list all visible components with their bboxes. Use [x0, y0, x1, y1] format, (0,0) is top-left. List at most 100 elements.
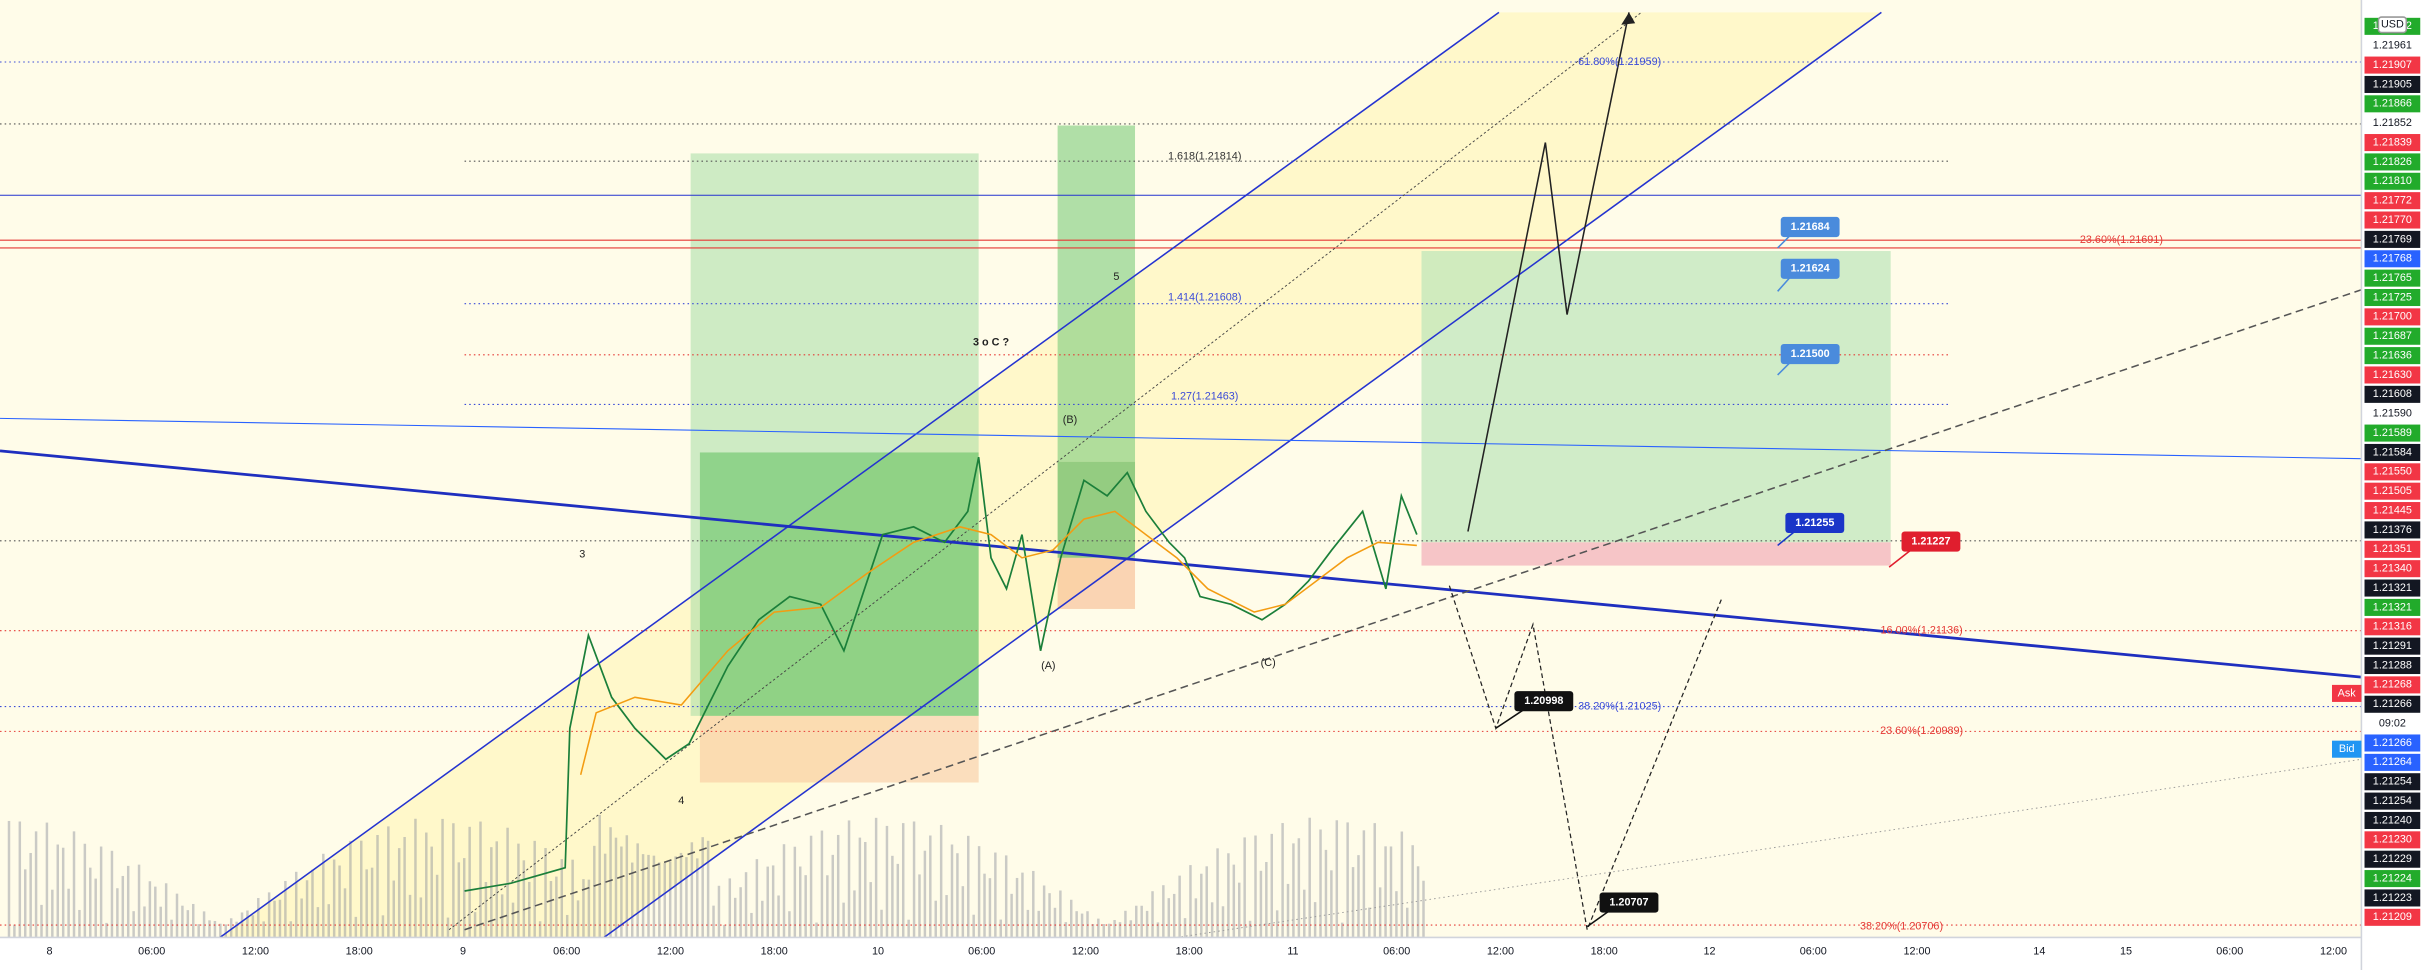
volume-bar [1135, 905, 1138, 938]
volume-bar [880, 909, 883, 938]
volume-bar [1053, 907, 1057, 938]
trendline [0, 417, 2362, 460]
volume-bar [89, 867, 92, 938]
volume-bar [804, 875, 807, 938]
volume-bar [1324, 849, 1328, 938]
volume-bar [831, 854, 835, 938]
fib-label: 16.00%(1.21136) [1881, 625, 1963, 637]
price-line [464, 456, 1418, 892]
target-zone [1421, 251, 1891, 543]
volume-bar [528, 881, 531, 938]
volume-bar [625, 835, 629, 938]
channel-fill [219, 12, 1882, 938]
volume-bar [257, 898, 260, 938]
volume-bar [1232, 864, 1236, 938]
volume-bar [1004, 855, 1008, 938]
stop-zone [1421, 542, 1891, 566]
volume-bar [462, 858, 466, 938]
wave-label: 4 [678, 795, 684, 807]
zone [699, 715, 979, 783]
volume-bar [815, 922, 818, 938]
volume-bar [912, 821, 916, 938]
volume-bar [788, 911, 791, 938]
volume-bar [1297, 838, 1301, 938]
volume-bar [1015, 877, 1019, 938]
volume-bar [387, 826, 390, 938]
time-label: 18:00 [1176, 945, 1203, 957]
price-label-bg [2364, 908, 2421, 926]
price-label: 1.21223 [2373, 892, 2412, 904]
price-label-bg [2364, 715, 2421, 733]
volume-bar [560, 859, 564, 938]
price-label: 1.21765 [2373, 272, 2412, 284]
volume-bar [13, 924, 16, 938]
time-label: 15 [2120, 945, 2132, 957]
badge-bg [1514, 691, 1574, 712]
volume-bar [414, 818, 417, 938]
price-label: 1.21550 [2373, 466, 2412, 478]
time-label: 06:00 [1800, 945, 1827, 957]
wave-label: (B) [1063, 414, 1077, 426]
price-label-bg [2364, 347, 2421, 365]
price-label-bg [2364, 540, 2421, 558]
volume-bar [370, 867, 374, 938]
projection-arrow [1467, 12, 1630, 532]
badge: 1.20707 [1609, 896, 1648, 908]
volume-bar [918, 874, 921, 938]
price-label: 1.21351 [2373, 543, 2412, 555]
price-label: 1.21687 [2373, 330, 2412, 342]
wave-label: 5 [1113, 271, 1119, 283]
volume-bar [490, 847, 493, 938]
volume-bar [728, 878, 732, 938]
volume-bar [446, 917, 450, 938]
volume-bar [316, 907, 320, 938]
volume-bar [1357, 855, 1360, 938]
volume-bar [777, 895, 780, 938]
price-label-bg [2364, 753, 2421, 771]
price-label: 1.21445 [2373, 504, 2412, 516]
volume-bar [1107, 923, 1111, 938]
time-label: 12 [1703, 945, 1715, 957]
volume-bar [836, 834, 840, 938]
volume-bar [83, 843, 87, 938]
volume-bar [1340, 922, 1344, 938]
volume-bar [213, 920, 217, 938]
bid-tag: Bid [2339, 743, 2355, 755]
price-label: 1.21230 [2373, 834, 2412, 846]
channel-line [219, 11, 1500, 939]
time-label: 9 [460, 945, 466, 957]
price-label: 1.21321 [2373, 601, 2412, 613]
volume-bar [354, 916, 358, 938]
price-label: 1.21254 [2373, 795, 2412, 807]
badge-pointer [1586, 910, 1610, 928]
volume-bar [1021, 872, 1024, 938]
volume-bar [186, 910, 190, 938]
price-label: 1.21229 [2373, 853, 2412, 865]
volume-bar [761, 900, 764, 938]
volume-bar [826, 875, 829, 938]
price-label-bg [2364, 75, 2421, 93]
price-label-bg [2364, 734, 2421, 752]
volume-bar [1113, 920, 1116, 938]
price-label: 1.21254 [2373, 776, 2412, 788]
bid-bg [2331, 740, 2362, 758]
volume-bar [1275, 910, 1279, 938]
volume-bar [1330, 870, 1333, 938]
badge: 1.20998 [1524, 695, 1563, 707]
volume-bar [78, 909, 81, 938]
price-label: 1.21584 [2373, 446, 2412, 458]
badge: 1.21684 [1791, 221, 1830, 233]
badge-pointer [1888, 549, 1912, 568]
price-label-bg [2364, 676, 2421, 694]
price-label-bg [2364, 269, 2421, 287]
volume-bar [94, 878, 97, 938]
volume-bar [1172, 893, 1176, 938]
volume-bar [733, 897, 737, 938]
volume-bar [1270, 833, 1273, 938]
volume-bar [511, 902, 515, 938]
volume-bar [202, 911, 206, 938]
price-label-bg [2364, 637, 2421, 655]
price-label-bg [2364, 521, 2421, 539]
price-label: 1.21291 [2373, 640, 2412, 652]
price-label: 1.21700 [2373, 311, 2412, 323]
